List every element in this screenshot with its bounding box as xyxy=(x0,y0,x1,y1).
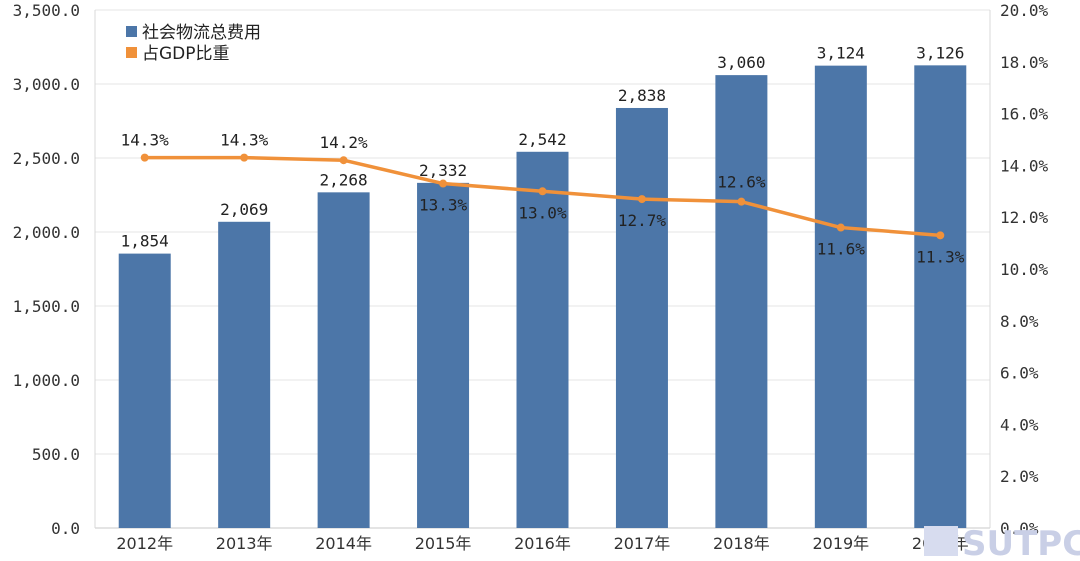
bar-data-label: 2,069 xyxy=(220,200,268,219)
line-point xyxy=(339,156,348,165)
line-series xyxy=(140,153,945,240)
line-labels: 14.3% 14.3% 14.2% 13.3% 13.0% 12.7% 12.6% 11.6%… xyxy=(121,131,965,267)
legend-swatch-bar xyxy=(126,26,137,37)
left-tick-label: 1,500.0 xyxy=(13,297,80,316)
x-tick-label: 2018年 xyxy=(713,534,770,553)
right-axis-ticks: 0.0% 2.0% 4.0% 6.0% 8.0% 10.0% 12.0% 14.0% 16.0%… xyxy=(1000,1,1049,538)
x-tick-label: 2014年 xyxy=(315,534,372,553)
bar-data-label: 1,854 xyxy=(121,232,169,251)
bar xyxy=(715,75,768,529)
left-tick-label: 2,500.0 xyxy=(13,149,80,168)
bar-data-label: 2,332 xyxy=(419,161,467,180)
right-tick-label: 12.0% xyxy=(1000,208,1049,227)
left-tick-label: 1,000.0 xyxy=(13,371,80,390)
line-point xyxy=(140,153,149,162)
x-tick-label: 2012年 xyxy=(116,534,173,553)
right-tick-label: 20.0% xyxy=(1000,1,1049,20)
line-data-label: 14.2% xyxy=(320,133,369,152)
x-tick-label: 2013年 xyxy=(216,534,273,553)
line-data-label: 12.7% xyxy=(618,211,667,230)
right-tick-label: 4.0% xyxy=(1000,415,1039,434)
bar xyxy=(317,192,370,528)
line-point xyxy=(637,195,646,204)
bar-data-label: 2,542 xyxy=(518,130,566,149)
watermark-logo: SUTPC xyxy=(924,524,1080,560)
bar xyxy=(118,253,171,528)
line-data-label: 14.3% xyxy=(220,131,269,150)
bar xyxy=(218,221,271,528)
right-tick-label: 14.0% xyxy=(1000,156,1049,175)
x-axis-ticks: 2012年 2013年 2014年 2015年 2016年 2017年 2018年 2019年… xyxy=(116,534,968,553)
legend-swatch-line xyxy=(126,47,137,58)
left-tick-label: 0.0 xyxy=(51,519,80,538)
x-tick-label: 2015年 xyxy=(415,534,472,553)
line-data-label: 14.3% xyxy=(121,131,170,150)
line-data-label: 12.6% xyxy=(717,173,766,192)
left-tick-label: 500.0 xyxy=(32,445,80,464)
x-tick-label: 2019年 xyxy=(812,534,869,553)
left-tick-label: 3,000.0 xyxy=(13,75,80,94)
right-tick-label: 16.0% xyxy=(1000,105,1049,124)
line-point xyxy=(538,187,547,196)
line-point xyxy=(936,231,945,240)
legend-label-line: 占GDP比重 xyxy=(142,44,230,64)
right-tick-label: 8.0% xyxy=(1000,312,1039,331)
bar xyxy=(914,65,967,529)
bar xyxy=(814,65,867,528)
bar-labels: 1,854 2,069 2,268 2,332 2,542 2,838 3,060 3,124… xyxy=(121,43,965,250)
line-data-label: 13.0% xyxy=(518,203,567,222)
bar-data-label: 3,126 xyxy=(916,43,964,62)
right-tick-label: 2.0% xyxy=(1000,467,1039,486)
line-data-label: 11.3% xyxy=(916,247,965,266)
x-tick-label: 2016年 xyxy=(514,534,571,553)
line-data-label: 13.3% xyxy=(419,196,468,215)
right-tick-label: 6.0% xyxy=(1000,364,1039,383)
line-data-label: 11.6% xyxy=(817,240,866,259)
left-tick-label: 2,000.0 xyxy=(13,223,80,242)
bar-data-label: 3,060 xyxy=(717,53,765,72)
bar-data-label: 2,268 xyxy=(320,170,368,189)
line-point xyxy=(737,197,746,206)
bar xyxy=(516,151,569,528)
line-point xyxy=(836,223,845,232)
watermark-text: SUTPC xyxy=(962,524,1080,560)
bar-data-label: 2,838 xyxy=(618,86,666,105)
bar-data-label: 3,124 xyxy=(817,44,865,63)
bar-series xyxy=(118,65,967,529)
right-tick-label: 0.0% xyxy=(1000,519,1039,538)
bar xyxy=(615,107,668,528)
line-point xyxy=(439,179,448,188)
left-axis-ticks: 0.0 500.0 1,000.0 1,500.0 2,000.0 2,500.0 3,00… xyxy=(13,1,80,538)
right-tick-label: 18.0% xyxy=(1000,53,1049,72)
right-tick-label: 10.0% xyxy=(1000,260,1049,279)
x-tick-label: 2017年 xyxy=(614,534,671,553)
line-point xyxy=(240,153,249,162)
legend-label-bar: 社会物流总费用 xyxy=(142,23,261,43)
watermark-mark-icon xyxy=(924,526,958,556)
legend: 社会物流总费用 占GDP比重 xyxy=(126,23,261,64)
left-tick-label: 3,500.0 xyxy=(13,1,80,20)
bar xyxy=(417,182,470,528)
